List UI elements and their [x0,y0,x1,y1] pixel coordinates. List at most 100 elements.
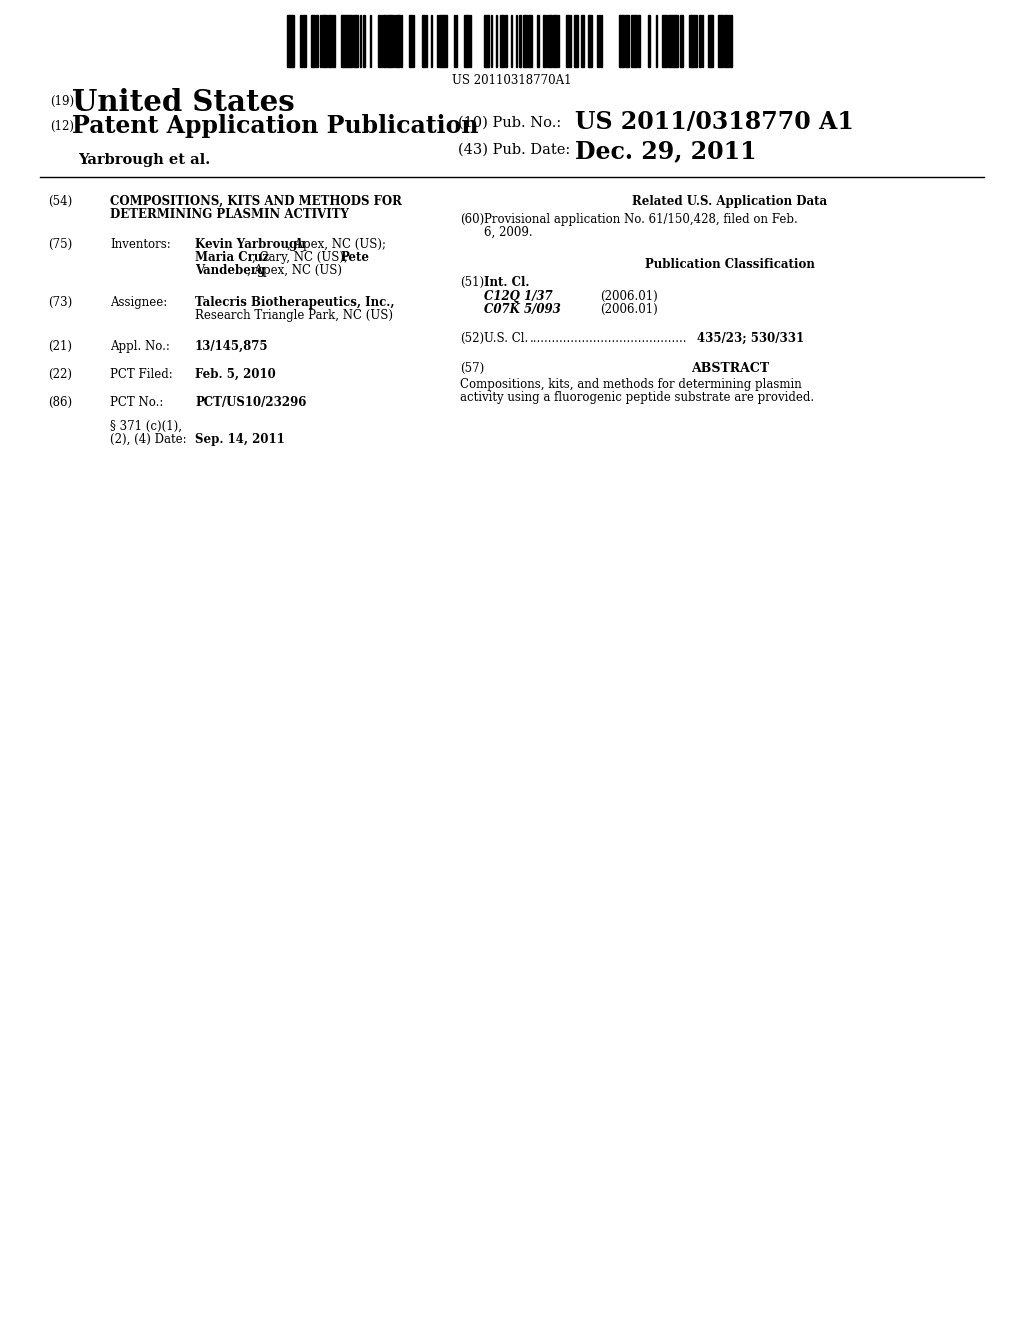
Text: 6, 2009.: 6, 2009. [484,226,532,239]
Bar [444,15,447,67]
Bar [548,15,552,67]
Text: Int. Cl.: Int. Cl. [484,276,529,289]
Bar [574,15,578,67]
Bar [384,15,386,67]
Bar [589,15,592,67]
Bar [324,15,327,67]
Text: 13/145,875: 13/145,875 [195,341,268,352]
Bar [689,15,692,67]
Bar [553,15,557,67]
Bar [287,15,289,67]
Bar [348,15,352,67]
Text: ABSTRACT: ABSTRACT [691,362,769,375]
Text: Vandeberg: Vandeberg [195,264,265,277]
Text: Talecris Biotherapeutics, Inc.,: Talecris Biotherapeutics, Inc., [195,296,394,309]
Bar [631,15,635,67]
Text: , Apex, NC (US): , Apex, NC (US) [247,264,342,277]
Text: (19): (19) [50,95,74,108]
Bar [355,15,358,67]
Text: Research Triangle Park, NC (US): Research Triangle Park, NC (US) [195,309,393,322]
Bar [537,15,539,67]
Bar [322,15,324,67]
Text: Sep. 14, 2011: Sep. 14, 2011 [195,433,285,446]
Bar [343,15,345,67]
Bar [505,15,507,67]
Bar [409,15,412,67]
Bar [675,15,678,67]
Bar [289,15,294,67]
Text: C07K 5/093: C07K 5/093 [484,304,561,315]
Text: Publication Classification: Publication Classification [645,257,815,271]
Bar [312,15,314,67]
Bar [316,15,318,67]
Text: U.S. Cl.: U.S. Cl. [484,333,528,345]
Bar [300,15,302,67]
Bar [442,15,444,67]
Text: 435/23; 530/331: 435/23; 530/331 [697,333,804,345]
Text: (86): (86) [48,396,72,409]
Bar [581,15,584,67]
Bar [699,15,701,67]
Bar [528,15,530,67]
Text: ..........................................: ........................................… [530,333,687,345]
Bar [530,15,532,67]
Bar [333,15,335,67]
Text: , Apex, NC (US);: , Apex, NC (US); [287,238,386,251]
Bar [724,15,729,67]
Text: , Cary, NC (US);: , Cary, NC (US); [252,251,352,264]
Bar [708,15,711,67]
Text: Provisional application No. 61/150,428, filed on Feb.: Provisional application No. 61/150,428, … [484,213,798,226]
Bar [711,15,713,67]
Bar [635,15,637,67]
Bar [330,15,332,67]
Bar [464,15,469,67]
Bar [662,15,667,67]
Text: US 2011/0318770 A1: US 2011/0318770 A1 [575,110,854,135]
Bar [620,15,622,67]
Text: Appl. No.:: Appl. No.: [110,341,170,352]
Text: PCT/US10/23296: PCT/US10/23296 [195,396,306,409]
Text: (51): (51) [460,276,484,289]
Text: (21): (21) [48,341,72,352]
Text: (10) Pub. No.:: (10) Pub. No.: [458,116,561,129]
Text: (2006.01): (2006.01) [600,304,657,315]
Text: DETERMINING PLASMIN ACTIVITY: DETERMINING PLASMIN ACTIVITY [110,209,349,220]
Bar [484,15,489,67]
Text: (2006.01): (2006.01) [600,290,657,304]
Bar [627,15,629,67]
Text: (60): (60) [460,213,484,226]
Text: (75): (75) [48,238,73,251]
Text: Kevin Yarbrough: Kevin Yarbrough [195,238,306,251]
Text: Patent Application Publication: Patent Application Publication [72,114,478,139]
Text: United States: United States [72,88,295,117]
Bar [422,15,425,67]
Bar [388,15,390,67]
Text: (22): (22) [48,368,72,381]
Text: Compositions, kits, and methods for determining plasmin: Compositions, kits, and methods for dete… [460,378,802,391]
Text: Inventors:: Inventors: [110,238,171,251]
Text: § 371 (c)(1),: § 371 (c)(1), [110,420,182,433]
Bar [719,15,722,67]
Text: PCT Filed:: PCT Filed: [110,368,173,381]
Text: activity using a fluorogenic peptide substrate are provided.: activity using a fluorogenic peptide sub… [460,391,814,404]
Text: COMPOSITIONS, KITS AND METHODS FOR: COMPOSITIONS, KITS AND METHODS FOR [110,195,401,209]
Text: US 20110318770A1: US 20110318770A1 [453,74,571,87]
Text: Assignee:: Assignee: [110,296,167,309]
Bar [692,15,697,67]
Bar [341,15,343,67]
Text: (12): (12) [50,120,74,133]
Bar [378,15,380,67]
Text: Dec. 29, 2011: Dec. 29, 2011 [575,139,757,162]
Text: (73): (73) [48,296,73,309]
Text: (57): (57) [460,362,484,375]
Text: Yarbrough et al.: Yarbrough et al. [78,153,210,168]
Text: C12Q 1/37: C12Q 1/37 [484,290,553,304]
Text: Feb. 5, 2010: Feb. 5, 2010 [195,368,275,381]
Bar [303,15,306,67]
Bar [346,15,348,67]
Text: (43) Pub. Date:: (43) Pub. Date: [458,143,570,157]
Bar [391,15,393,67]
Text: Related U.S. Application Data: Related U.S. Application Data [633,195,827,209]
Bar [670,15,674,67]
Bar [681,15,683,67]
